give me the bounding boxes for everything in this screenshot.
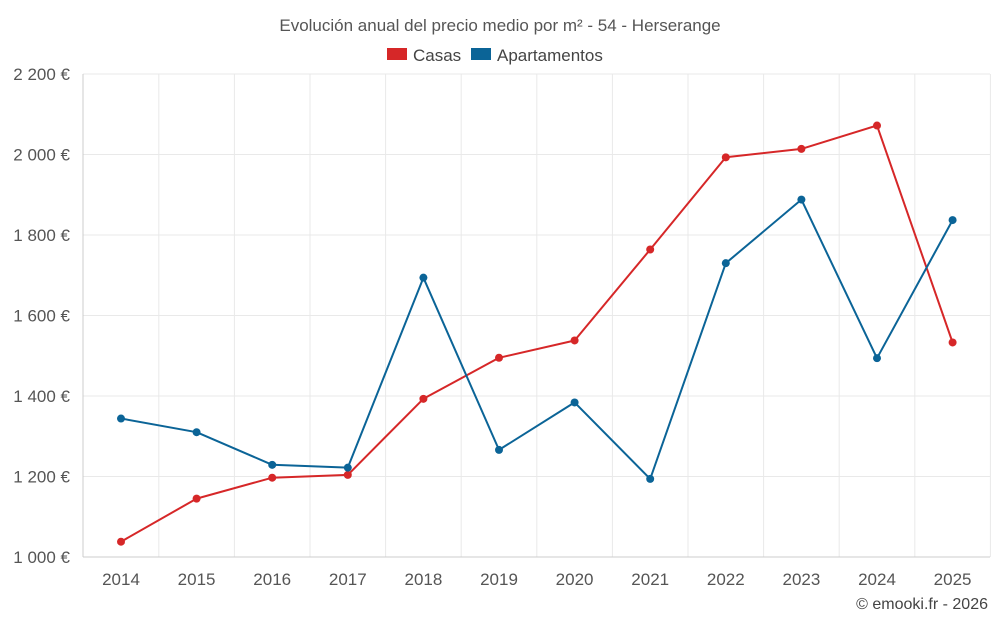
y-tick-label: 1 600 €	[13, 307, 70, 326]
data-point-casas[interactable]	[343, 470, 352, 479]
data-point-apartamentos[interactable]	[268, 460, 277, 469]
data-point-apartamentos[interactable]	[419, 273, 428, 282]
x-tick-label: 2017	[329, 570, 367, 589]
data-point-casas[interactable]	[192, 494, 201, 503]
series-line-casas	[120, 124, 954, 543]
data-point-casas[interactable]	[721, 153, 730, 162]
x-tick-label: 2016	[253, 570, 291, 589]
legend-swatch-casas	[387, 48, 407, 60]
series	[117, 121, 957, 546]
x-tick-label: 2020	[556, 570, 594, 589]
data-point-apartamentos[interactable]	[117, 414, 125, 423]
y-tick-label: 2 200 €	[13, 65, 70, 84]
data-point-casas[interactable]	[797, 144, 806, 153]
data-point-casas[interactable]	[948, 338, 957, 347]
y-tick-label: 1 200 €	[13, 468, 70, 487]
y-tick-label: 1 400 €	[13, 387, 70, 406]
data-point-apartamentos[interactable]	[646, 474, 655, 483]
x-tick-label: 2018	[404, 570, 442, 589]
y-tick-label: 1 800 €	[13, 226, 70, 245]
data-point-apartamentos[interactable]	[343, 463, 352, 472]
data-point-casas[interactable]	[646, 245, 655, 254]
data-point-apartamentos[interactable]	[721, 259, 730, 268]
x-tick-label: 2021	[631, 570, 669, 589]
x-tick-label: 2025	[934, 570, 972, 589]
legend-label-casas[interactable]: Casas	[413, 46, 461, 65]
data-point-apartamentos[interactable]	[192, 428, 201, 437]
data-point-apartamentos[interactable]	[570, 398, 579, 407]
grid	[83, 73, 991, 557]
data-point-casas[interactable]	[495, 353, 503, 362]
series-casas	[117, 121, 957, 546]
data-point-casas[interactable]	[419, 394, 428, 403]
data-point-apartamentos[interactable]	[797, 195, 806, 204]
x-tick-label: 2019	[480, 570, 518, 589]
data-point-casas[interactable]	[117, 537, 125, 546]
x-tick-label: 2015	[178, 570, 216, 589]
legend-swatch-apartamentos	[471, 48, 491, 60]
legend: Casas Apartamentos	[387, 46, 603, 65]
chart-title: Evolución anual del precio medio por m² …	[279, 16, 720, 35]
series-line-apartamentos	[120, 198, 954, 480]
x-tick-label: 2014	[102, 570, 140, 589]
x-tick-label: 2023	[782, 570, 820, 589]
data-point-casas[interactable]	[570, 336, 579, 345]
data-point-casas[interactable]	[268, 473, 277, 482]
data-point-apartamentos[interactable]	[948, 216, 957, 225]
x-tick-label: 2022	[707, 570, 745, 589]
copyright-credit: © emooki.fr - 2026	[856, 596, 988, 613]
data-point-apartamentos[interactable]	[873, 354, 881, 363]
data-point-casas[interactable]	[873, 121, 881, 130]
y-tick-label: 1 000 €	[13, 548, 70, 567]
series-apartamentos	[117, 195, 957, 483]
axes: 1 000 € 1 200 € 1 400 € 1 600 € 1 800 € 2 000…	[13, 65, 990, 589]
legend-label-apartamentos[interactable]: Apartamentos	[497, 46, 603, 65]
y-tick-label: 2 000 €	[13, 146, 70, 165]
x-tick-label: 2024	[858, 570, 896, 589]
data-point-apartamentos[interactable]	[495, 445, 503, 454]
